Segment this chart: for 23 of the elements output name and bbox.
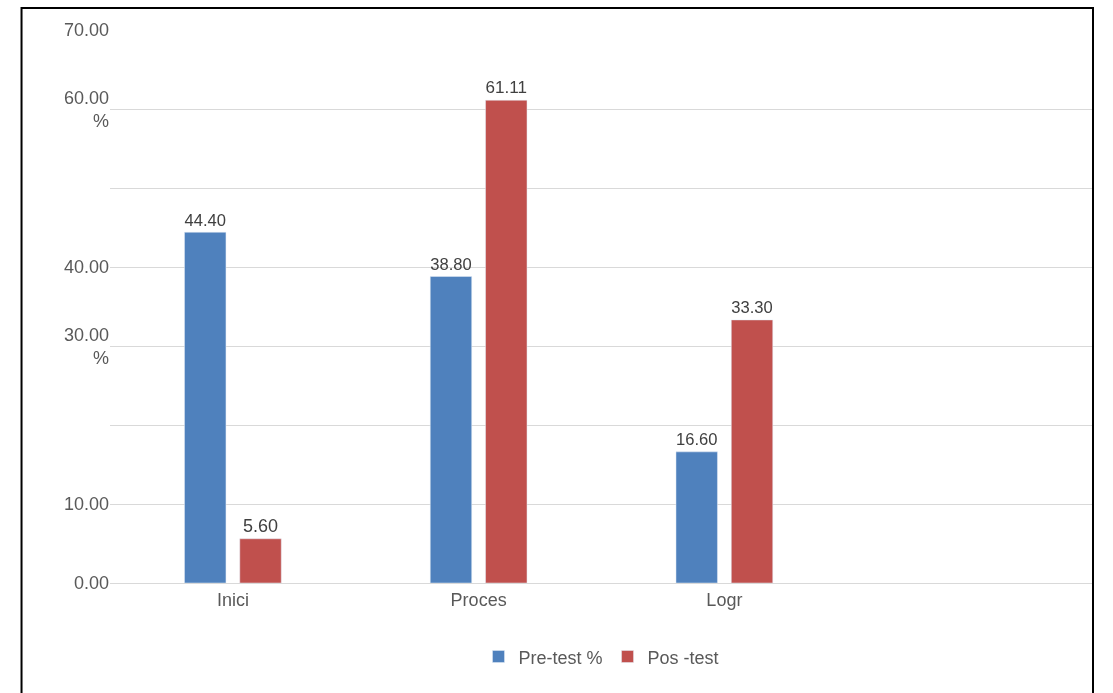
y-tick-label: 70.00 <box>63 20 109 41</box>
y-tick-label: 60.00 % <box>63 87 109 131</box>
bar <box>675 451 718 583</box>
data-label: 16.60 <box>676 430 718 450</box>
data-label: 5.60 <box>243 515 279 536</box>
x-tick-label: Logr <box>706 589 743 610</box>
y-tick-label: 40.00 <box>63 257 109 278</box>
x-tick-label: Proces <box>450 589 507 610</box>
bar <box>239 538 282 583</box>
bar <box>184 231 227 583</box>
legend-label: Pos -test <box>647 647 719 668</box>
data-label: 38.80 <box>430 254 472 274</box>
legend-label: Pre-test % <box>518 647 603 668</box>
bar <box>731 319 774 583</box>
x-tick-label: Inici <box>216 589 249 610</box>
bar <box>429 276 472 583</box>
data-label: 44.40 <box>184 210 226 230</box>
data-label: 33.30 <box>731 298 773 318</box>
bar <box>485 99 528 583</box>
y-tick-label: 0.00 <box>73 573 109 594</box>
y-tick-label: 10.00 <box>63 494 109 515</box>
y-tick-label: 30.00 % <box>63 324 109 368</box>
data-label: 61.11 <box>485 78 527 98</box>
